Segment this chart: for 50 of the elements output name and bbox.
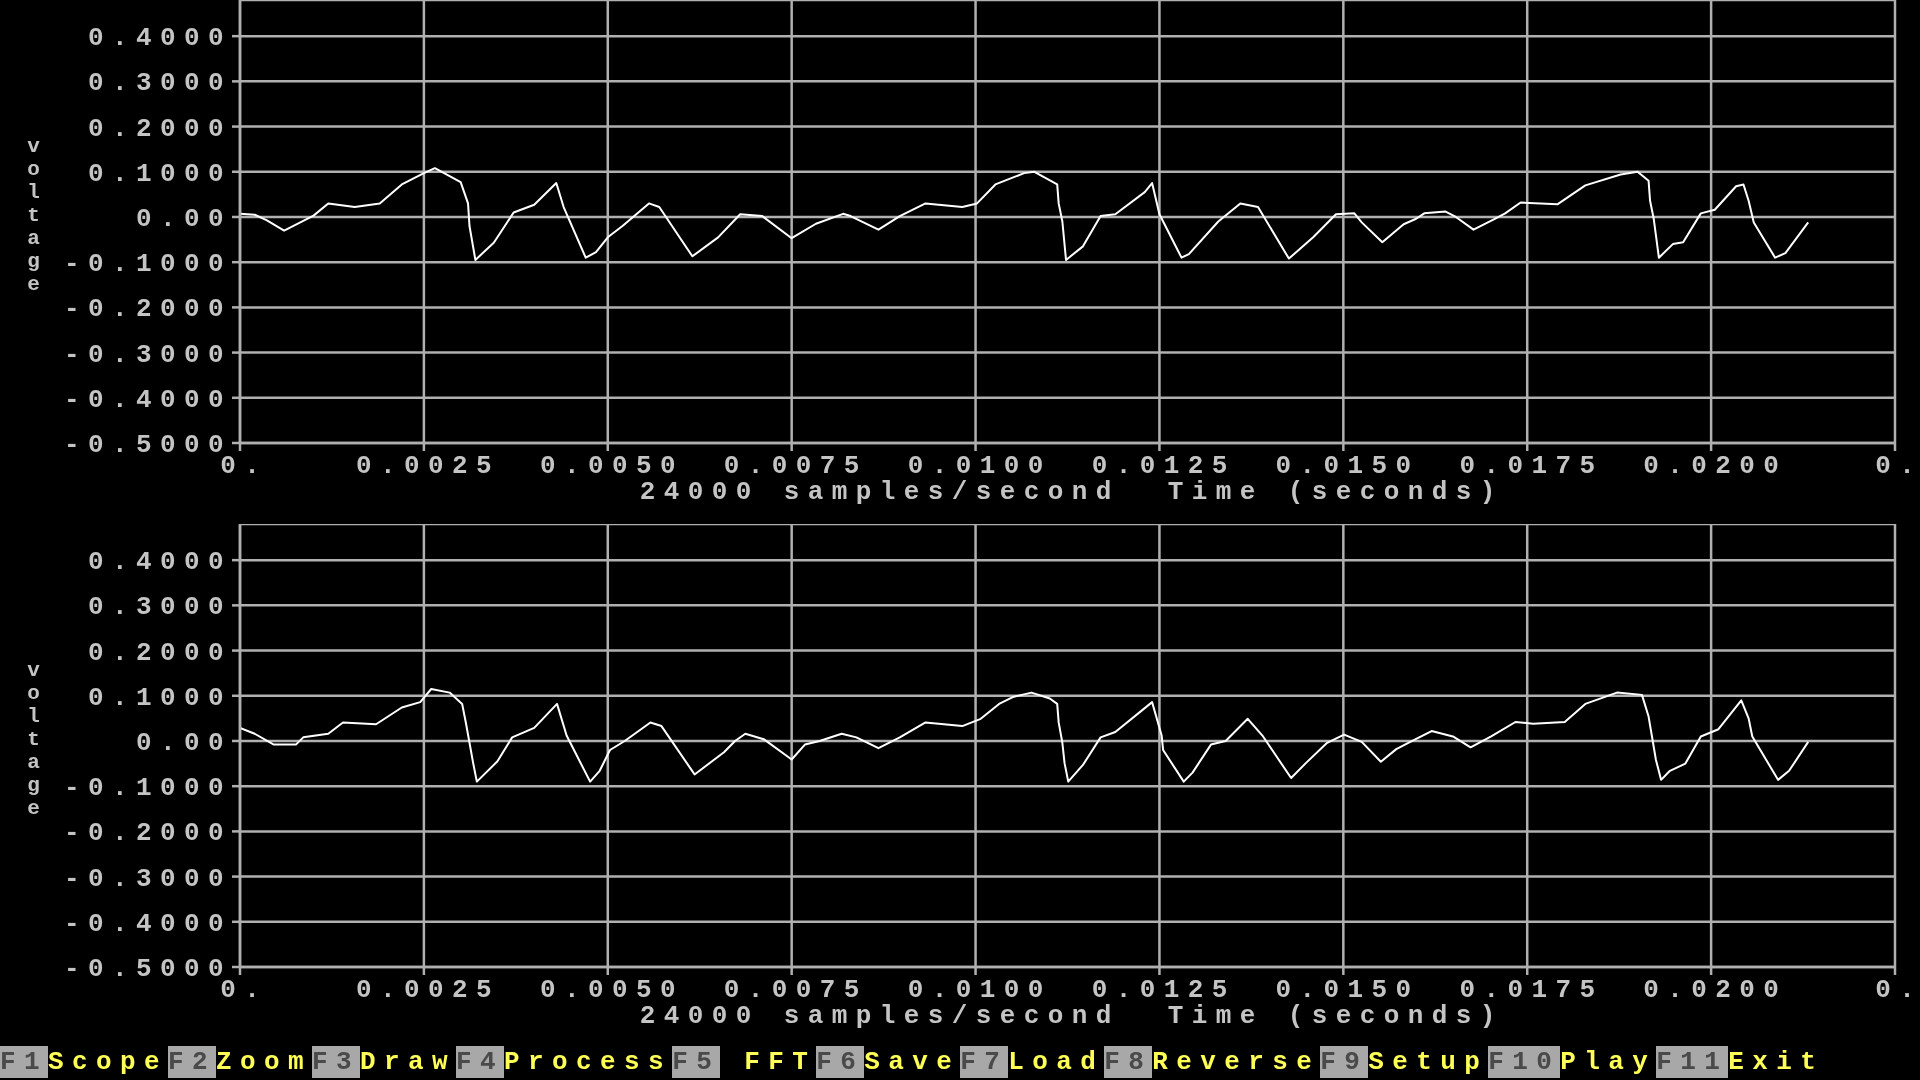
x-tick-label: 0.0200 <box>1643 451 1788 481</box>
text: F1 <box>0 1046 48 1078</box>
text: Play <box>1560 1046 1657 1078</box>
line-series <box>240 167 1810 261</box>
y-tick-label: -0.3000 <box>63 339 232 370</box>
text: Zoom <box>216 1046 313 1078</box>
y-tick-label: -0.4000 <box>63 908 232 939</box>
text: F5 <box>672 1046 721 1078</box>
text: Load <box>1008 1046 1105 1078</box>
y-tick-label: 0.4000 <box>87 547 232 578</box>
text: Draw <box>360 1046 457 1078</box>
x-tick-label: 0. <box>1875 975 1920 1005</box>
text: Setup <box>1368 1046 1489 1078</box>
text: F7 <box>960 1046 1009 1078</box>
line-series <box>240 688 1810 783</box>
text: F11 <box>1656 1046 1729 1078</box>
y-tick-label: -0.1000 <box>63 773 232 804</box>
y-tick-label: -0.4000 <box>63 384 232 415</box>
text: F2 <box>168 1046 217 1078</box>
y-tick-label: 0.2000 <box>87 637 232 668</box>
x-tick-label: 0. <box>1875 451 1920 481</box>
y-tick-label: -0.1000 <box>63 249 232 280</box>
y-tick-label: 0.3000 <box>87 68 232 99</box>
text: F6 <box>816 1046 865 1078</box>
text: Save <box>864 1046 961 1078</box>
text: F4 <box>456 1046 505 1078</box>
y-tick-label: 0.4000 <box>87 23 232 54</box>
text: F10 <box>1488 1046 1561 1078</box>
y-tick-label: 0.1000 <box>87 158 232 189</box>
y-tick-label: -0.2000 <box>63 294 232 325</box>
text: FFT <box>743 1046 817 1078</box>
text: Reverse <box>1152 1046 1321 1078</box>
y-tick-label: 0.3000 <box>87 592 232 623</box>
text: F8 <box>1104 1046 1153 1078</box>
y-tick-label: 0.00 <box>135 727 232 758</box>
text: F9 <box>1320 1046 1369 1078</box>
text: F3 <box>312 1046 361 1078</box>
x-tick-label: 0.0200 <box>1643 975 1788 1005</box>
text: Scope <box>48 1046 169 1078</box>
y-axis-title: voltage <box>22 135 45 296</box>
text: Process <box>504 1046 673 1078</box>
y-tick-label: -0.2000 <box>63 818 232 849</box>
text: Exit <box>1728 1046 1825 1078</box>
x-tick-label: 0.0025 <box>356 451 501 481</box>
y-tick-label: -0.3000 <box>63 863 232 894</box>
y-tick-label: 0.00 <box>135 203 232 234</box>
y-tick-label: 0.1000 <box>87 682 232 713</box>
x-tick-label: 0.0025 <box>356 975 501 1005</box>
y-axis-title: voltage <box>22 659 45 820</box>
y-tick-label: 0.2000 <box>87 113 232 144</box>
